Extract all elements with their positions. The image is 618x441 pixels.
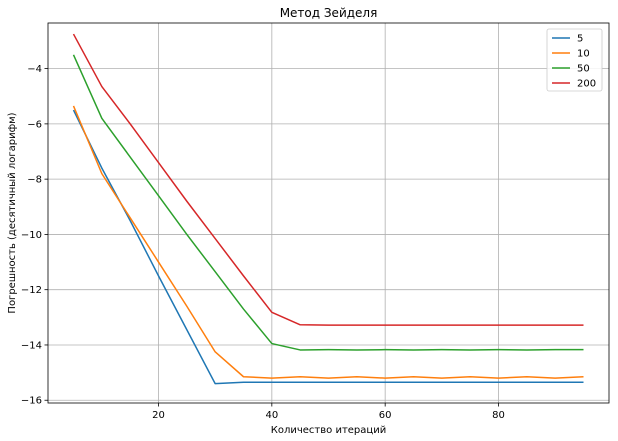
plot-frame bbox=[47, 22, 610, 404]
y-tick-label: −8 bbox=[27, 175, 42, 186]
legend-label: 10 bbox=[577, 49, 590, 60]
legend-item: 200 bbox=[552, 79, 596, 90]
x-tick-label: 40 bbox=[265, 410, 278, 421]
legend-label: 200 bbox=[577, 79, 596, 90]
series-lines bbox=[72, 33, 584, 385]
chart-title: Метод Зейделя bbox=[280, 6, 378, 20]
y-tick-label: −10 bbox=[21, 230, 42, 241]
y-tick-label: −14 bbox=[21, 340, 42, 351]
y-tick-label: −4 bbox=[27, 64, 42, 75]
y-axis-label: Погрешность (десятичный логарифм) bbox=[7, 112, 18, 313]
x-axis-ticks: 20 40 60 80 bbox=[152, 403, 505, 421]
legend-box bbox=[546, 28, 603, 92]
y-axis-ticks: −16 −14 −12 −10 −8 −6 −4 bbox=[21, 64, 48, 407]
y-tick-label: −6 bbox=[27, 119, 42, 130]
legend-label: 5 bbox=[577, 34, 583, 45]
legend: 5 10 50 200 bbox=[546, 28, 603, 92]
legend-label: 50 bbox=[577, 64, 590, 75]
grid bbox=[48, 23, 609, 403]
x-axis-label: Количество итераций bbox=[271, 425, 386, 436]
series-line-5 bbox=[72, 109, 584, 385]
x-tick-label: 80 bbox=[492, 410, 505, 421]
y-tick-label: −12 bbox=[21, 285, 42, 296]
series-line-200 bbox=[72, 33, 584, 326]
legend-item: 5 bbox=[552, 34, 583, 45]
y-tick-label: −16 bbox=[21, 396, 42, 407]
legend-item: 10 bbox=[552, 49, 590, 60]
series-line-50 bbox=[72, 54, 584, 351]
series-line-10 bbox=[72, 105, 584, 379]
x-tick-label: 60 bbox=[379, 410, 392, 421]
x-tick-label: 20 bbox=[152, 410, 165, 421]
legend-item: 50 bbox=[552, 64, 590, 75]
